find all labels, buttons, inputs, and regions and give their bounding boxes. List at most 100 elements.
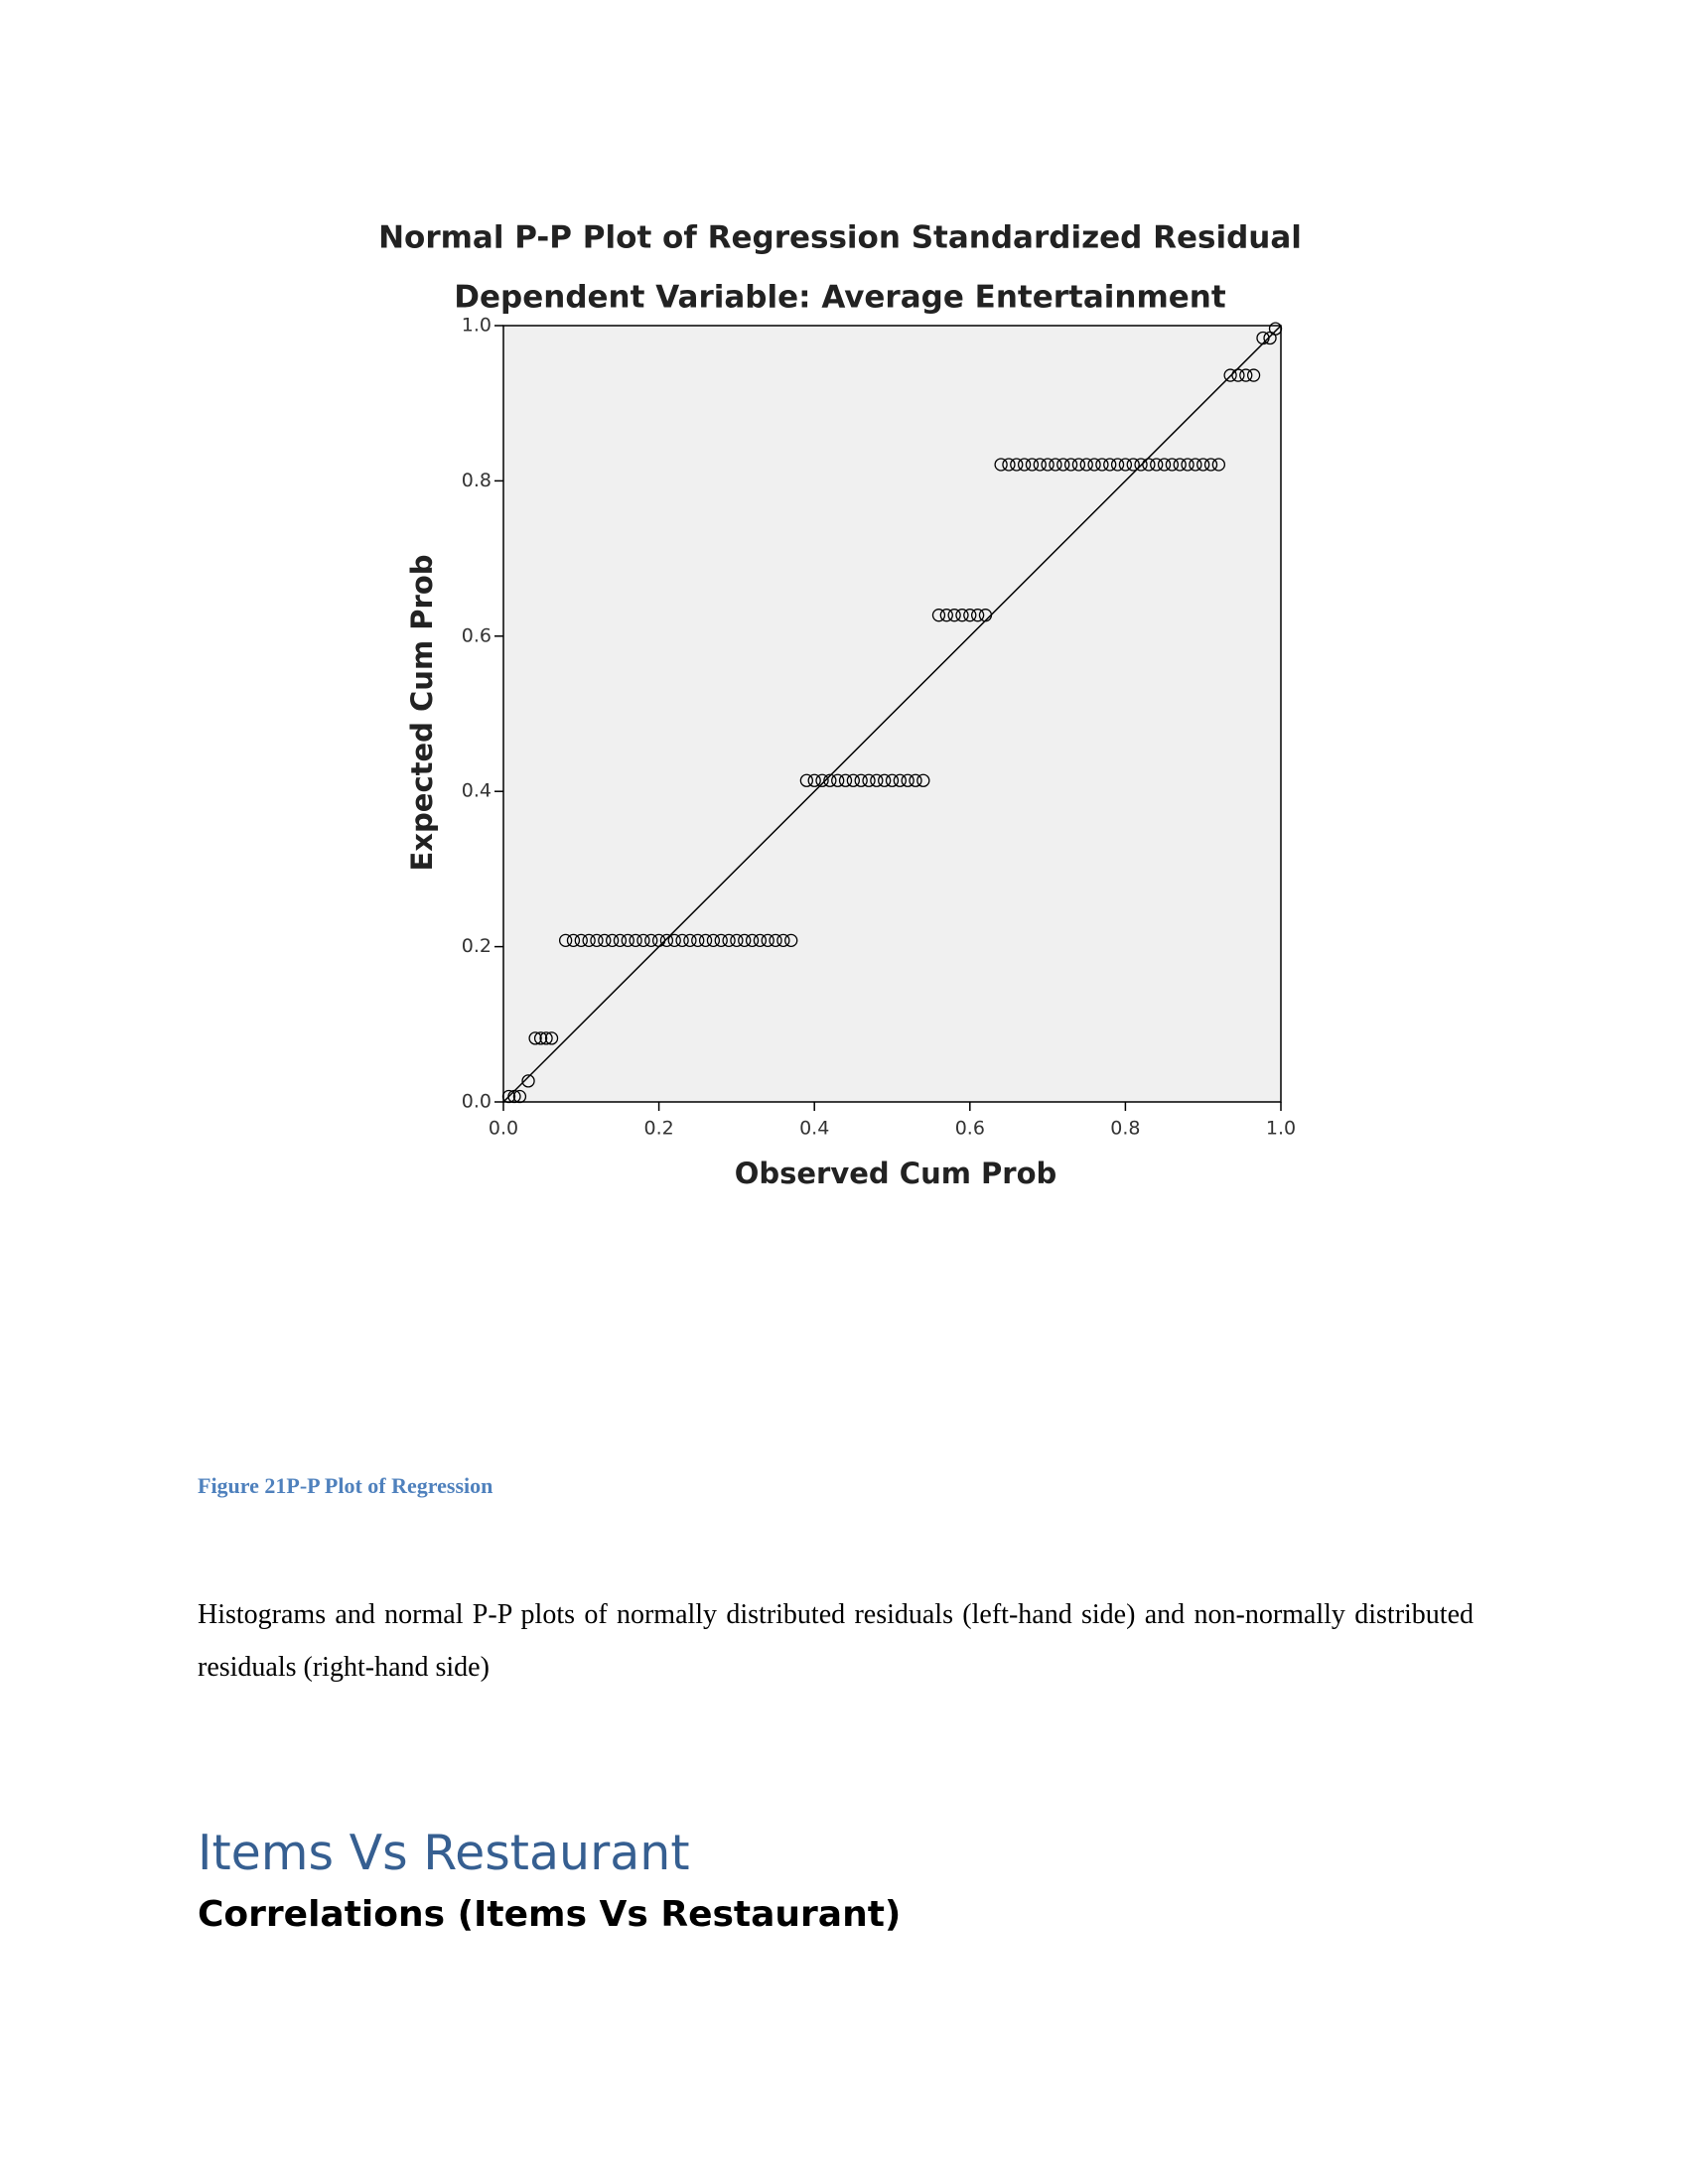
- data-point: [730, 933, 744, 947]
- data-point: [1033, 458, 1047, 472]
- data-point: [1103, 458, 1117, 472]
- data-point: [994, 458, 1008, 472]
- data-point: [636, 933, 650, 947]
- data-point: [823, 773, 837, 787]
- data-point: [885, 773, 900, 787]
- data-point: [970, 609, 985, 622]
- data-point: [1268, 322, 1283, 336]
- data-point: [1049, 458, 1062, 472]
- paragraph: Histograms and normal P-P plots of norma…: [198, 1599, 1474, 1683]
- data-point: [691, 933, 705, 947]
- data-point: [916, 773, 930, 787]
- section-heading: Items Vs Restaurant: [198, 1825, 690, 1881]
- data-point: [1157, 458, 1172, 472]
- x-tick-label: 0.2: [643, 1118, 673, 1140]
- data-point: [1118, 458, 1133, 472]
- x-tick-label: 0.6: [955, 1118, 985, 1140]
- y-tick-label: 0.4: [462, 780, 492, 802]
- y-axis-label: Expected Cum Prob: [405, 555, 439, 872]
- data-point: [621, 933, 634, 947]
- data-point: [544, 1031, 559, 1045]
- data-point: [528, 1031, 542, 1045]
- data-point: [651, 933, 666, 947]
- data-point: [722, 933, 736, 947]
- data-point: [1189, 458, 1202, 472]
- data-point: [1134, 458, 1148, 472]
- data-point: [644, 933, 658, 947]
- data-point: [698, 933, 713, 947]
- data-point: [815, 773, 829, 787]
- data-point: [1239, 368, 1253, 382]
- data-point: [878, 773, 892, 787]
- data-point: [799, 773, 814, 787]
- data-point: [1056, 458, 1070, 472]
- data-point: [1203, 458, 1218, 472]
- data-point: [1181, 458, 1195, 472]
- chart: Normal P-P Plot of Regression Standardiz…: [378, 220, 1302, 1191]
- y-tick-label: 1.0: [462, 315, 492, 337]
- data-point: [753, 933, 768, 947]
- data-point: [533, 1031, 548, 1045]
- data-point: [507, 1089, 521, 1104]
- data-point: [784, 933, 798, 947]
- data-point: [558, 933, 573, 947]
- x-tick-label: 0.8: [1110, 1118, 1140, 1140]
- data-point: [862, 773, 876, 787]
- data-point: [675, 933, 689, 947]
- data-point: [574, 933, 588, 947]
- data-point: [1041, 458, 1055, 472]
- data-point: [659, 933, 674, 947]
- data-point: [667, 933, 681, 947]
- data-point: [706, 933, 721, 947]
- data-point: [539, 1031, 553, 1045]
- data-point: [1063, 458, 1078, 472]
- data-point: [1223, 368, 1237, 382]
- data-point: [1256, 331, 1270, 345]
- reference-line: [502, 325, 1282, 1103]
- chart-title: Normal P-P Plot of Regression Standardiz…: [378, 220, 1302, 256]
- data-point: [1173, 458, 1187, 472]
- data-point: [501, 1089, 516, 1104]
- data-point: [598, 933, 612, 947]
- data-point: [939, 609, 953, 622]
- data-point: [1095, 458, 1109, 472]
- data-point: [893, 773, 907, 787]
- data-point: [738, 933, 752, 947]
- data-point: [978, 609, 993, 622]
- data-point: [1142, 458, 1156, 472]
- y-tick-label: 0.0: [462, 1091, 492, 1113]
- data-point: [1165, 458, 1180, 472]
- y-tick-label: 0.8: [462, 470, 492, 491]
- data-point: [1002, 458, 1016, 472]
- data-point: [629, 933, 642, 947]
- data-point: [745, 933, 760, 947]
- data-point: [1110, 458, 1125, 472]
- data-point: [582, 933, 596, 947]
- data-point: [776, 933, 790, 947]
- data-point: [1126, 458, 1140, 472]
- data-point: [854, 773, 868, 787]
- data-point: [1071, 458, 1086, 472]
- chart-subtitle: Dependent Variable: Average Entertainmen…: [454, 280, 1226, 316]
- data-point: [1087, 458, 1101, 472]
- data-point: [566, 933, 581, 947]
- data-point: [1211, 458, 1226, 472]
- x-axis-label: Observed Cum Prob: [735, 1157, 1057, 1190]
- data-point: [613, 933, 628, 947]
- data-point: [605, 933, 620, 947]
- data-point: [1231, 368, 1245, 382]
- data-point: [955, 609, 969, 622]
- subsection-heading: Correlations (Items Vs Restaurant): [198, 1894, 902, 1935]
- figure-caption: Figure 21P-P Plot of Regression: [198, 1473, 493, 1498]
- x-tick-label: 0.4: [799, 1118, 829, 1140]
- data-point: [714, 933, 728, 947]
- data-point: [807, 773, 821, 787]
- x-tick-label: 0.0: [489, 1118, 518, 1140]
- y-tick-label: 0.2: [462, 935, 492, 957]
- data-point: [590, 933, 604, 947]
- data-point: [1079, 458, 1093, 472]
- data-point: [846, 773, 860, 787]
- data-point: [909, 773, 922, 787]
- data-point: [521, 1074, 535, 1088]
